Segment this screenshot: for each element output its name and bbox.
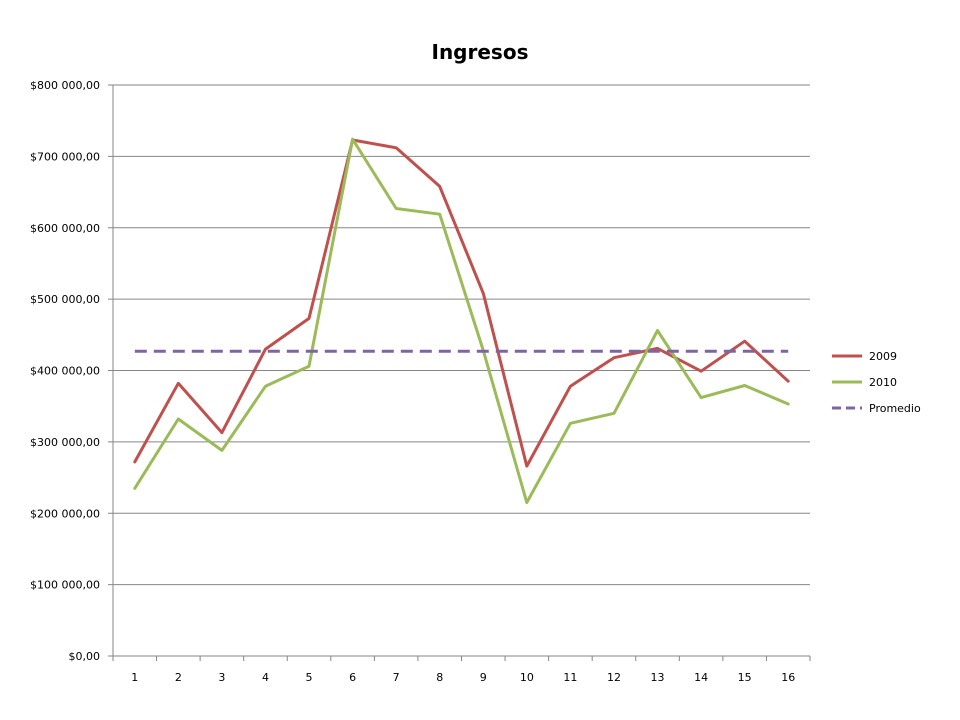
legend-label-2010: 2010 xyxy=(869,376,897,389)
x-tick-label: 4 xyxy=(262,671,269,684)
x-tick-label: 15 xyxy=(738,671,752,684)
chart-title: Ingresos xyxy=(431,40,529,64)
series-line-2009 xyxy=(133,138,790,468)
gridlines xyxy=(113,84,810,657)
series-line-2010 xyxy=(133,137,790,504)
legend: 2009 2010 Promedio xyxy=(832,350,921,415)
y-tick-label: $400 000,00 xyxy=(30,365,100,378)
y-tick-label: $200 000,00 xyxy=(30,507,100,520)
x-tick-label: 12 xyxy=(607,671,621,684)
y-tick-label: $500 000,00 xyxy=(30,293,100,306)
x-tick-label: 7 xyxy=(393,671,400,684)
x-tick-label: 10 xyxy=(520,671,534,684)
y-tick-label: $300 000,00 xyxy=(30,436,100,449)
y-tick-label: $100 000,00 xyxy=(30,579,100,592)
x-tick-label: 6 xyxy=(349,671,356,684)
y-tick-label: $800 000,00 xyxy=(30,79,100,92)
x-tick-label: 9 xyxy=(480,671,487,684)
series-lines xyxy=(133,137,790,504)
x-tick-label: 3 xyxy=(218,671,225,684)
x-tick-label: 11 xyxy=(563,671,577,684)
legend-label-promedio: Promedio xyxy=(869,402,921,415)
x-tick-label: 16 xyxy=(781,671,795,684)
x-tick-label: 14 xyxy=(694,671,708,684)
y-tick-label: $700 000,00 xyxy=(30,150,100,163)
x-tick-label: 13 xyxy=(651,671,665,684)
axes: $0,00 $100 000,00 $200 000,00 $300 000,00 $4… xyxy=(30,79,811,684)
y-tick-label: $0,00 xyxy=(69,650,101,663)
y-tick-label: $600 000,00 xyxy=(30,222,100,235)
x-tick-label: 8 xyxy=(436,671,443,684)
x-tick-label: 2 xyxy=(175,671,182,684)
legend-label-2009: 2009 xyxy=(869,350,897,363)
x-tick-label: 1 xyxy=(131,671,138,684)
x-tick-label: 5 xyxy=(306,671,313,684)
